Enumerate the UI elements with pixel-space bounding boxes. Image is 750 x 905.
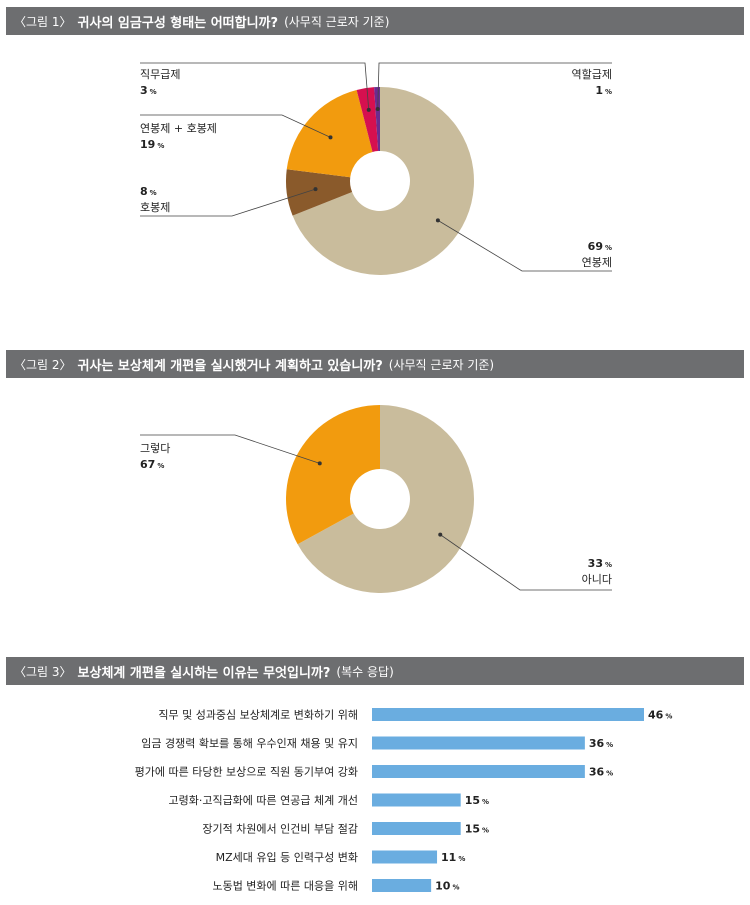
chart2-value-0: 33% <box>588 557 612 570</box>
chart2-leader-1-dot <box>317 461 322 466</box>
chart3-bar-5 <box>372 850 438 864</box>
figure3-header: 〈그림 3〉 보상체계 개편을 실시하는 이유는 무엇입니까? (복수 응답) <box>6 657 744 685</box>
chart1-value-0: 69% <box>588 240 612 253</box>
chart1-leader-3 <box>140 62 370 110</box>
figure2-header: 〈그림 2〉 귀사는 보상체계 개편을 실시했거나 계획하고 있습니까? (사무… <box>6 350 744 378</box>
figure1-subtitle: (사무직 근로자 기준) <box>284 14 390 29</box>
chart1-value-1: 8% <box>140 185 157 198</box>
chart1-label-2: 연봉제 + 호봉제 <box>140 122 217 135</box>
chart1-value-2: 19% <box>140 138 164 151</box>
chart2-value-1: 67% <box>140 458 164 471</box>
chart3-category-1: 임금 경쟁력 확보를 통해 우수인재 채용 및 유지 <box>141 736 358 750</box>
chart3-bar-1 <box>372 736 585 750</box>
figure2-number: 〈그림 2〉 <box>14 357 72 372</box>
chart1-leader-1-dot <box>313 187 318 192</box>
chart3-bar-3 <box>372 793 461 807</box>
chart1-leader-4-dot <box>375 107 380 112</box>
chart1-leader-3-dot <box>366 107 371 112</box>
chart2-leader-0-dot <box>438 532 443 537</box>
chart2-label-1: 그렇다 <box>140 442 170 455</box>
figure1-donut-chart: 69 % 연봉제 8 % 호봉제 연봉제 + 호봉제 19 % 직무급제 3 % 역할급제 1% <box>140 62 612 275</box>
chart1-label-4: 역할급제 <box>572 68 612 81</box>
figure2-title: 귀사는 보상체계 개편을 실시했거나 계획하고 있습니까? <box>77 358 383 374</box>
chart2-label-0: 아니다 <box>582 573 612 586</box>
chart1-slice-4 <box>374 87 380 152</box>
chart2-leader-1 <box>140 434 320 464</box>
chart1-slice-0 <box>292 87 474 275</box>
chart3-value-6: 10% <box>435 880 459 893</box>
figure1-number: 〈그림 1〉 <box>14 14 72 29</box>
figure1-header: 〈그림 1〉 귀사의 임금구성 형태는 어떠합니까? (사무직 근로자 기준) <box>6 7 744 35</box>
chart1-slice-1 <box>285 169 353 216</box>
chart3-value-0: 46% <box>648 709 672 722</box>
chart1-leader-0-dot <box>435 218 440 223</box>
chart1-leader-4 <box>377 62 612 110</box>
chart1-leader-2-dot <box>328 135 333 140</box>
chart3-value-2: 36% <box>589 766 613 779</box>
figure3-number: 〈그림 3〉 <box>14 664 72 679</box>
figure1-title: 귀사의 임금구성 형태는 어떠합니까? <box>77 15 279 31</box>
chart3-value-3: 15% <box>465 794 489 807</box>
chart1-slice-3 <box>356 87 379 152</box>
chart1-leader-0 <box>437 220 612 272</box>
chart3-category-0: 직무 및 성과중심 보상체계로 변화하기 위해 <box>158 708 358 722</box>
chart1-label-3: 직무급제 <box>140 68 180 81</box>
chart1-value-4: 1% <box>595 84 612 97</box>
chart2-leader-0 <box>440 534 612 591</box>
figure3-bar-chart: 직무 및 성과중심 보상체계로 변화하기 위해 46 % 임금 경쟁력 확보를 통해 … <box>135 708 673 893</box>
chart1-label-1: 호봉제 <box>140 201 170 214</box>
figure2-donut-chart: 33 % 아니다 그렇다 67% <box>140 405 612 593</box>
chart3-bar-2 <box>372 765 585 778</box>
figure3-subtitle: (복수 응답) <box>336 664 394 679</box>
chart3-bar-0 <box>372 708 644 721</box>
chart3-category-4: 장기적 차원에서 인건비 부담 절감 <box>202 823 358 836</box>
chart1-leader-2 <box>140 114 331 138</box>
chart3-category-2: 평가에 따른 타당한 보상으로 직원 동기부여 강화 <box>135 766 358 779</box>
chart1-label-0: 연봉제 <box>582 256 612 269</box>
chart3-value-5: 11% <box>441 851 465 864</box>
chart3-value-1: 36% <box>589 737 613 750</box>
chart3-category-3: 고령화·고직급화에 따른 연공급 체계 개선 <box>168 794 358 807</box>
chart1-value-3: 3% <box>140 84 157 97</box>
chart3-bar-4 <box>372 822 461 835</box>
chart3-value-4: 15% <box>465 823 489 836</box>
chart1-leader-1 <box>140 188 316 217</box>
figure2-subtitle: (사무직 근로자 기준) <box>388 357 495 372</box>
chart2-slice-1 <box>285 405 380 545</box>
chart3-category-6: 노동법 변화에 따른 대응을 위해 <box>212 879 358 893</box>
chart3-category-5: MZ세대 유입 등 인력구성 변화 <box>216 851 358 864</box>
chart1-slice-2 <box>286 89 373 178</box>
figure3-title: 보상체계 개편을 실시하는 이유는 무엇입니까? <box>77 665 331 681</box>
chart2-slice-0 <box>297 405 474 593</box>
chart3-bar-6 <box>372 879 432 892</box>
